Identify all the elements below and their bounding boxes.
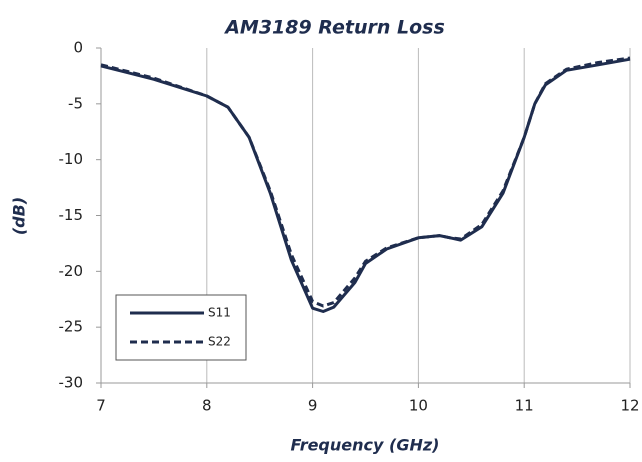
y-tick-label: -30: [59, 374, 84, 392]
x-tick-label: 11: [515, 397, 534, 415]
y-tick-label: -10: [59, 150, 84, 168]
series-line: [100, 57, 631, 313]
y-tick-label: 0: [73, 39, 83, 57]
y-axis-label: (dB): [10, 197, 29, 235]
x-tick-label: 8: [202, 397, 212, 415]
x-tick-label: 10: [409, 397, 428, 415]
y-tick-label: -20: [59, 262, 84, 280]
chart-title: AM3189 Return Loss: [223, 17, 445, 39]
y-tick-label: -15: [59, 206, 84, 224]
series-line: [100, 56, 631, 308]
x-tick-label: 7: [96, 397, 106, 415]
x-tick-label: 12: [620, 397, 639, 415]
legend-label: S11: [208, 306, 231, 320]
legend: S11 S22: [115, 294, 247, 361]
y-tick-label: -25: [59, 318, 84, 336]
y-tick-label: -5: [68, 94, 83, 112]
x-axis-label: Frequency (GHz): [291, 436, 440, 455]
legend-label: S22: [208, 335, 231, 349]
legend-box: [115, 294, 247, 361]
x-tick-label: 9: [308, 397, 318, 415]
